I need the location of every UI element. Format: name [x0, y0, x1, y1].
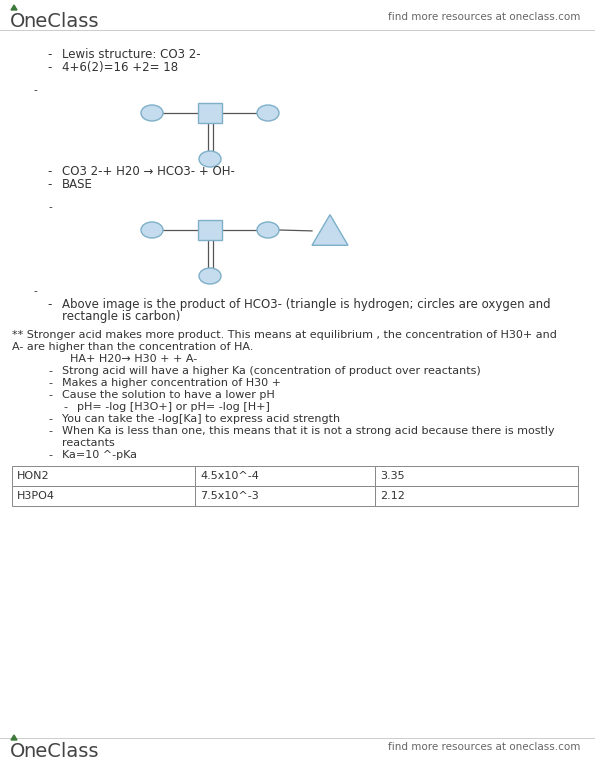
Text: -: - [48, 48, 52, 61]
Bar [195, 466, 375, 486]
Text: 2.12: 2.12 [380, 491, 405, 501]
Text: -: - [48, 298, 52, 311]
Text: Cause the solution to have a lower pH: Cause the solution to have a lower pH [62, 390, 275, 400]
Text: BASE: BASE [62, 178, 93, 191]
Bar [375, 466, 578, 486]
Text: When Ka is less than one, this means that it is not a strong acid because there : When Ka is less than one, this means tha… [62, 426, 555, 436]
Text: You can take the -log[Ka] to express acid strength: You can take the -log[Ka] to express aci… [62, 414, 340, 424]
Text: -: - [33, 85, 37, 95]
Text: find more resources at oneclass.com: find more resources at oneclass.com [387, 12, 580, 22]
Polygon shape [11, 5, 17, 10]
Text: pH= -log [H3O+] or pH= -log [H+]: pH= -log [H3O+] or pH= -log [H+] [77, 402, 270, 412]
FancyBboxPatch shape [198, 220, 222, 240]
Bar [375, 486, 578, 506]
Ellipse shape [141, 105, 163, 121]
Text: H3PO4: H3PO4 [17, 491, 55, 501]
Bar [12, 466, 195, 486]
Text: -: - [48, 178, 52, 191]
Text: Ka=10 ^-pKa: Ka=10 ^-pKa [62, 450, 137, 460]
Text: Makes a higher concentration of H30 +: Makes a higher concentration of H30 + [62, 378, 281, 388]
Text: Strong acid will have a higher Ka (concentration of product over reactants): Strong acid will have a higher Ka (conce… [62, 366, 481, 376]
Text: -: - [48, 366, 52, 376]
Text: ** Stronger acid makes more product. This means at equilibrium , the concentrati: ** Stronger acid makes more product. Thi… [12, 330, 557, 340]
Ellipse shape [257, 105, 279, 121]
Text: A- are higher than the concentration of HA.: A- are higher than the concentration of … [12, 342, 253, 352]
Text: neClass: neClass [23, 742, 99, 761]
Text: find more resources at oneclass.com: find more resources at oneclass.com [387, 742, 580, 752]
Text: -: - [33, 286, 37, 296]
Text: reactants: reactants [62, 438, 115, 448]
Bar [12, 486, 195, 506]
Text: 4.5x10^-4: 4.5x10^-4 [200, 471, 259, 481]
Text: 4+6(2)=16 +2= 18: 4+6(2)=16 +2= 18 [62, 61, 178, 74]
FancyBboxPatch shape [198, 103, 222, 123]
Text: Above image is the product of HCO3- (triangle is hydrogen; circles are oxygen an: Above image is the product of HCO3- (tri… [62, 298, 550, 311]
Text: neClass: neClass [23, 12, 99, 31]
Text: 3.35: 3.35 [380, 471, 405, 481]
Polygon shape [11, 735, 17, 740]
Text: -: - [48, 165, 52, 178]
Text: CO3 2-+ H20 → HCO3- + OH-: CO3 2-+ H20 → HCO3- + OH- [62, 165, 235, 178]
Text: -: - [63, 402, 67, 412]
Text: -: - [48, 426, 52, 436]
Text: O: O [10, 12, 26, 31]
Text: O: O [10, 742, 26, 761]
Text: -: - [48, 202, 52, 212]
Ellipse shape [141, 222, 163, 238]
Text: HON2: HON2 [17, 471, 49, 481]
Text: -: - [48, 450, 52, 460]
Ellipse shape [199, 151, 221, 167]
Text: -: - [48, 414, 52, 424]
Text: Lewis structure: CO3 2-: Lewis structure: CO3 2- [62, 48, 201, 61]
Ellipse shape [199, 268, 221, 284]
Text: rectangle is carbon): rectangle is carbon) [62, 310, 180, 323]
Ellipse shape [257, 222, 279, 238]
Bar [195, 486, 375, 506]
Text: -: - [48, 378, 52, 388]
Text: -: - [48, 390, 52, 400]
Text: HA+ H20→ H30 + + A-: HA+ H20→ H30 + + A- [70, 354, 198, 364]
Text: -: - [48, 61, 52, 74]
Polygon shape [312, 215, 348, 246]
Text: 7.5x10^-3: 7.5x10^-3 [200, 491, 259, 501]
